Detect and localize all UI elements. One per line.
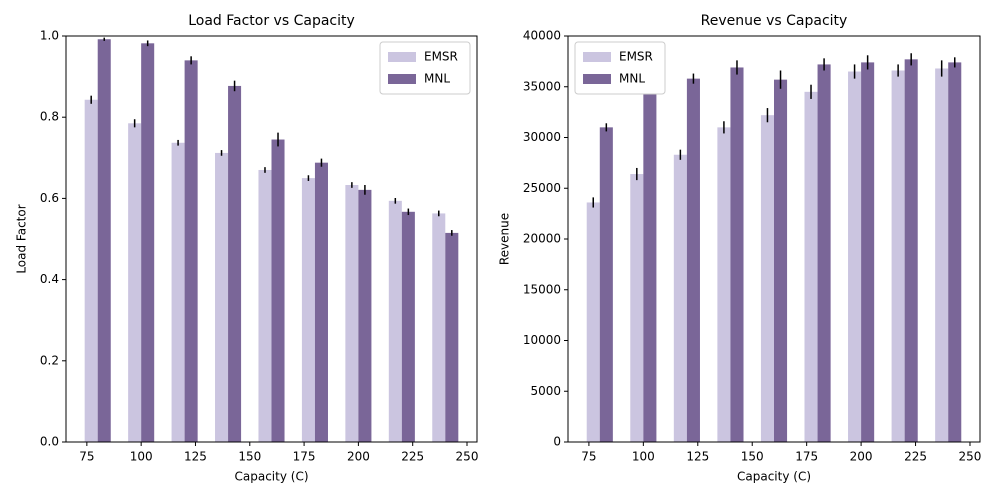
bar <box>171 142 185 442</box>
y-tick-label: 0.0 <box>40 435 59 449</box>
bar <box>401 211 415 442</box>
y-tick-label: 5000 <box>530 384 561 398</box>
bar <box>599 127 613 442</box>
legend-label: MNL <box>424 72 450 86</box>
bar <box>717 127 731 442</box>
x-tick-label: 100 <box>632 450 655 464</box>
legend-swatch <box>583 74 611 84</box>
x-tick-label: 100 <box>130 450 153 464</box>
y-tick-label: 1.0 <box>40 29 59 43</box>
x-tick-label: 125 <box>184 450 207 464</box>
x-tick-label: 150 <box>741 450 764 464</box>
chart-title: Revenue vs Capacity <box>701 13 848 29</box>
bar <box>358 189 372 442</box>
x-tick-label: 200 <box>850 450 873 464</box>
x-tick-label: 175 <box>795 450 818 464</box>
x-tick-label: 75 <box>79 450 94 464</box>
y-tick-label: 10000 <box>523 333 561 347</box>
bar <box>314 162 328 442</box>
y-tick-label: 15000 <box>523 282 561 296</box>
bar <box>760 115 774 443</box>
bar <box>301 178 315 442</box>
x-tick-label: 150 <box>238 450 261 464</box>
x-tick-label: 125 <box>686 450 709 464</box>
bar <box>84 99 98 442</box>
bar <box>258 169 272 443</box>
chart-title: Load Factor vs Capacity <box>188 13 355 29</box>
bar <box>97 39 111 443</box>
bar <box>891 70 905 442</box>
bar <box>935 68 949 442</box>
plot-frame <box>65 35 478 443</box>
x-tick-label: 200 <box>347 450 370 464</box>
y-tick-label: 0.8 <box>40 110 59 124</box>
y-tick-label: 0.2 <box>40 353 59 367</box>
x-tick-label: 175 <box>293 450 316 464</box>
bar <box>586 202 600 442</box>
bar <box>445 232 459 442</box>
y-tick-label: 0 <box>553 435 561 449</box>
bar <box>432 213 446 442</box>
bar <box>904 59 918 442</box>
bar <box>128 123 142 442</box>
legend-swatch <box>388 74 416 84</box>
bar <box>228 85 242 443</box>
bar <box>848 71 862 443</box>
bar <box>388 200 402 442</box>
bar <box>948 62 962 442</box>
y-tick-label: 0.6 <box>40 191 59 205</box>
y-tick-label: 20000 <box>523 232 561 246</box>
legend-label: EMSR <box>424 50 458 64</box>
legend-swatch <box>388 52 416 62</box>
x-tick-label: 225 <box>401 450 424 464</box>
bar <box>643 88 657 442</box>
bar <box>774 79 788 443</box>
bar <box>141 43 155 443</box>
legend-label: EMSR <box>619 50 653 64</box>
bar <box>630 174 644 443</box>
bar <box>271 139 285 442</box>
legend-label: MNL <box>619 72 645 86</box>
bar <box>730 67 744 442</box>
y-axis-label: Load Factor <box>15 204 29 273</box>
x-tick-label: 250 <box>456 450 479 464</box>
bar <box>804 91 818 442</box>
y-tick-label: 35000 <box>523 79 561 93</box>
bar <box>184 60 198 443</box>
bar <box>215 152 229 443</box>
bar <box>686 78 700 442</box>
x-tick-label: 75 <box>581 450 596 464</box>
x-axis-label: Capacity (C) <box>235 470 309 484</box>
bar <box>817 64 831 443</box>
y-tick-label: 40000 <box>523 29 561 43</box>
y-tick-label: 25000 <box>523 181 561 195</box>
y-tick-label: 0.4 <box>40 272 59 286</box>
x-axis-label: Capacity (C) <box>737 470 811 484</box>
x-tick-label: 250 <box>959 450 982 464</box>
plot-frame <box>567 35 981 443</box>
bar <box>673 154 687 442</box>
y-axis-label: Revenue <box>498 213 512 265</box>
x-tick-label: 225 <box>904 450 927 464</box>
legend-swatch <box>583 52 611 62</box>
y-tick-label: 30000 <box>523 130 561 144</box>
bar <box>861 62 875 442</box>
bar <box>345 185 359 442</box>
